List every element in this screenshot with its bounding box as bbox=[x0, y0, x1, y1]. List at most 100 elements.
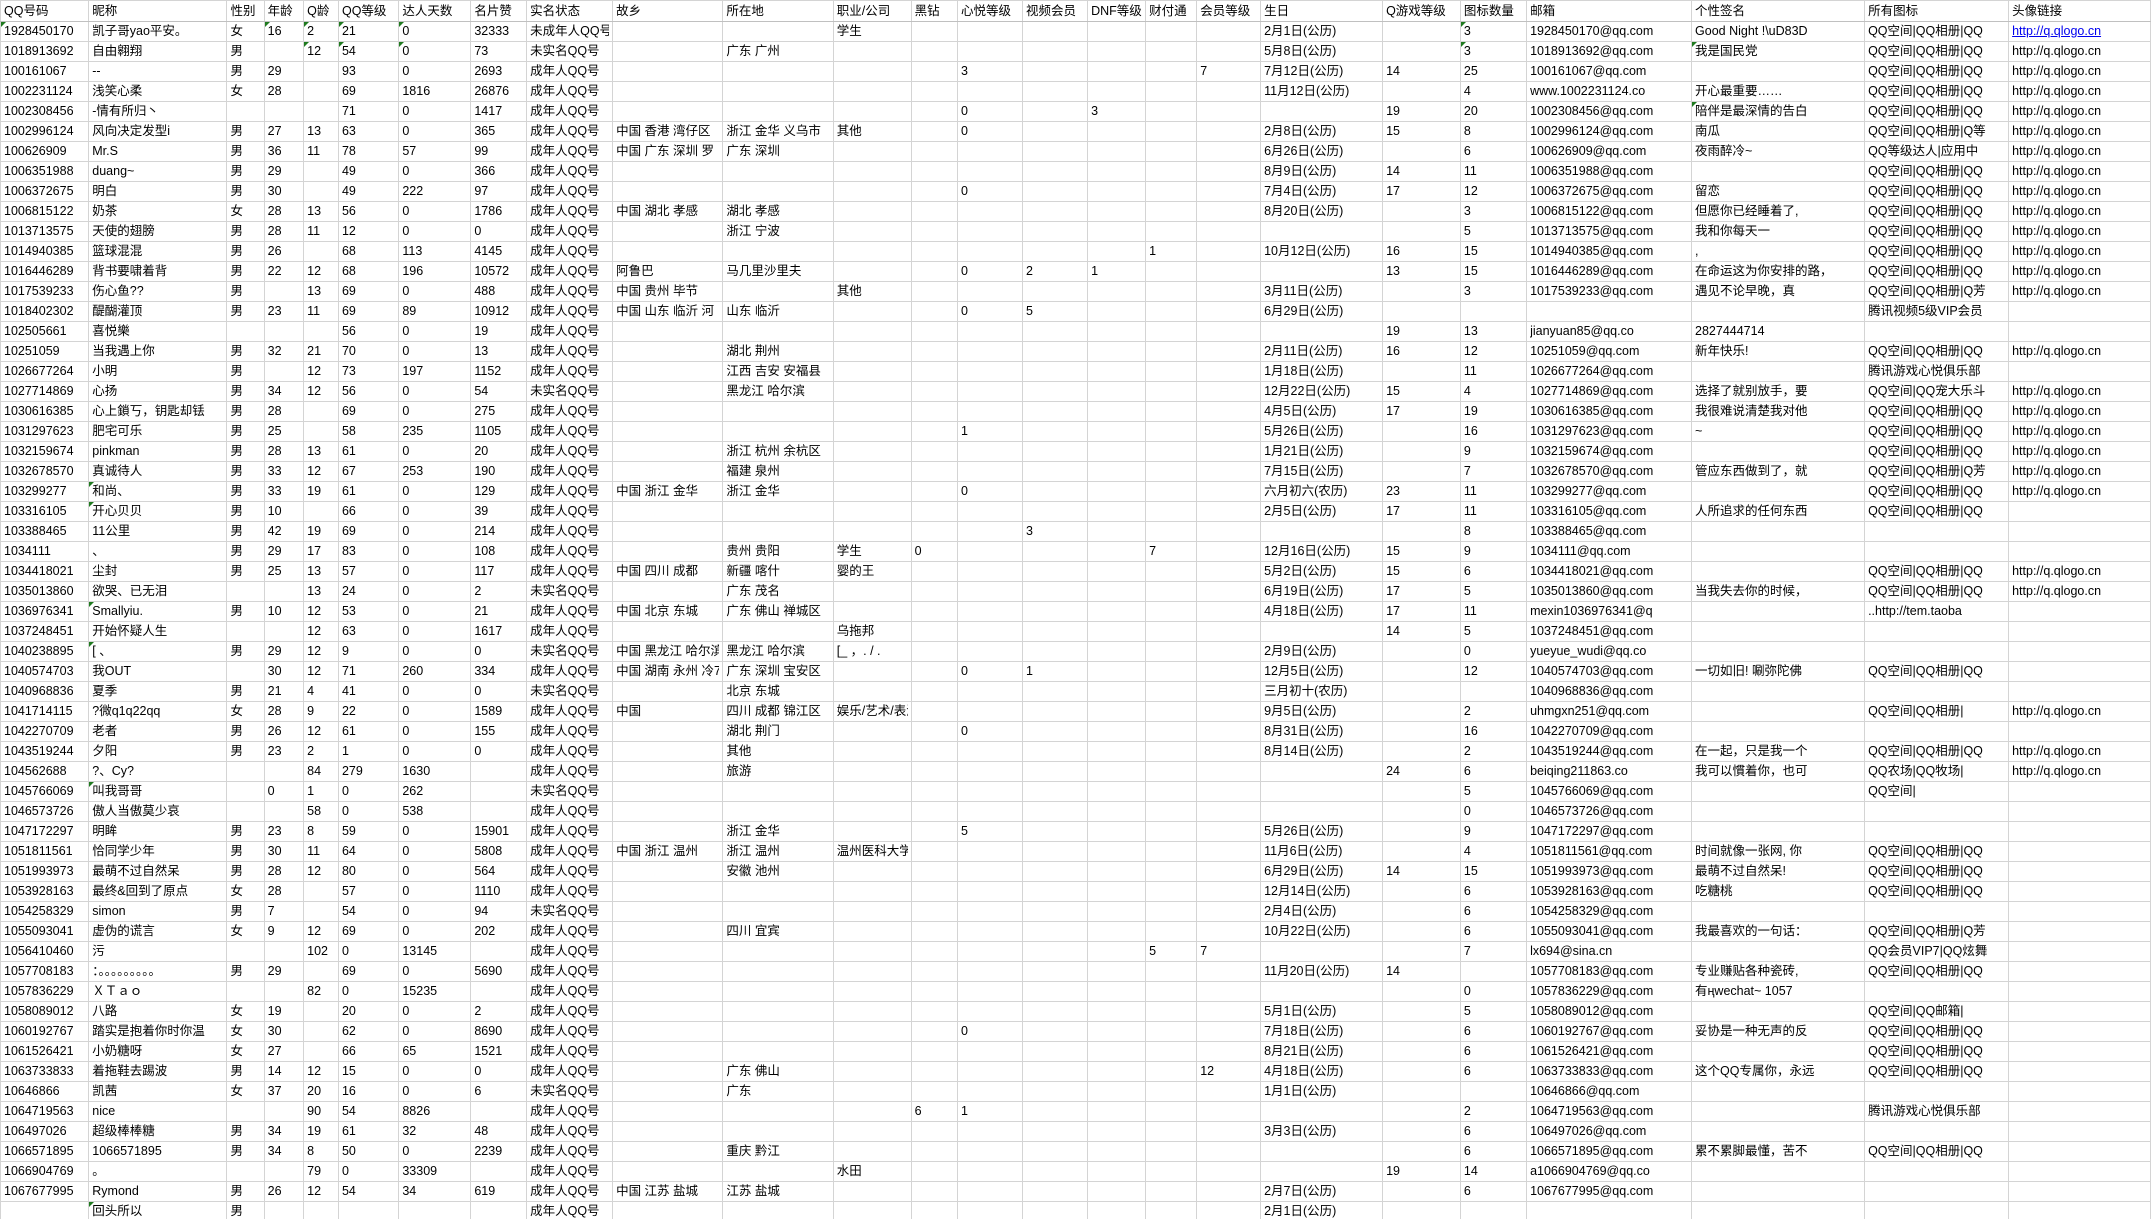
cell-allicons[interactable]: QQ空间|QQ相册|QQ bbox=[1864, 561, 2010, 582]
cell-avatar[interactable]: http://q.qlogo.cn bbox=[2008, 701, 2151, 722]
cell-location[interactable] bbox=[722, 241, 834, 262]
cell-qage[interactable]: 82 bbox=[303, 981, 339, 1002]
cell-realname[interactable]: 成年人QQ号 bbox=[526, 101, 614, 122]
cell-job[interactable]: 乌拖邦 bbox=[832, 621, 912, 642]
cell-cardlike[interactable]: 1105 bbox=[470, 421, 528, 442]
cell-heizuan[interactable] bbox=[910, 441, 959, 462]
cell-darenday[interactable]: 0 bbox=[398, 921, 472, 942]
cell-avatar[interactable] bbox=[2008, 881, 2151, 902]
cell-allicons[interactable]: QQ空间|QQ邮箱| bbox=[1864, 1001, 2010, 1022]
cell-job[interactable] bbox=[832, 521, 912, 542]
cell-email[interactable] bbox=[1526, 301, 1693, 322]
cell-qage[interactable]: 12 bbox=[303, 381, 339, 402]
cell-birthday[interactable]: 2月9日(公历) bbox=[1260, 641, 1384, 662]
cell-qage[interactable]: 12 bbox=[303, 861, 339, 882]
table-row[interactable]: 103316105 开心贝贝男 10 66 0 39 成年人QQ号 2月5日(公历) 17 11 1… bbox=[0, 501, 2151, 522]
cell-email[interactable]: 1017539233@qq.com bbox=[1526, 281, 1693, 302]
cell-videovip[interactable] bbox=[1022, 541, 1089, 562]
cell-job[interactable] bbox=[832, 1021, 912, 1042]
cell-caifutong[interactable] bbox=[1145, 1161, 1198, 1182]
cell-gender[interactable]: 男 bbox=[226, 1141, 265, 1162]
cell-sign[interactable] bbox=[1691, 781, 1866, 802]
cell-qq[interactable]: 1056410460 bbox=[0, 941, 90, 962]
cell-hometown[interactable] bbox=[612, 1001, 724, 1022]
cell-darenday[interactable]: 0 bbox=[398, 961, 472, 982]
cell-dnf[interactable] bbox=[1087, 1001, 1147, 1022]
cell-vip[interactable] bbox=[1196, 701, 1262, 722]
cell-dnf[interactable] bbox=[1087, 481, 1147, 502]
cell-realname[interactable]: 成年人QQ号 bbox=[526, 541, 614, 562]
cell-email[interactable]: 1006815122@qq.com bbox=[1526, 201, 1693, 222]
cell-qlevel[interactable]: 57 bbox=[337, 881, 400, 902]
cell-vip[interactable] bbox=[1196, 961, 1262, 982]
cell-realname[interactable]: 成年人QQ号 bbox=[526, 521, 614, 542]
cell-location[interactable]: 浙江 金华 bbox=[722, 481, 834, 502]
cell-iconcount[interactable]: 5 bbox=[1459, 221, 1528, 242]
cell-birthday[interactable]: 5月8日(公历) bbox=[1260, 41, 1384, 62]
cell-videovip[interactable] bbox=[1022, 341, 1089, 362]
cell-qgame[interactable] bbox=[1382, 221, 1461, 242]
cell-cardlike[interactable]: 0 bbox=[470, 681, 528, 702]
cell-heizuan[interactable]: 6 bbox=[910, 1101, 959, 1122]
cell-location[interactable] bbox=[722, 181, 834, 202]
cell-cardlike[interactable]: 334 bbox=[470, 661, 528, 682]
cell-qgame[interactable] bbox=[1382, 521, 1461, 542]
cell-avatar[interactable] bbox=[2008, 301, 2151, 322]
cell-dnf[interactable] bbox=[1087, 521, 1147, 542]
cell-qq[interactable]: 1040574703 bbox=[0, 661, 90, 682]
cell-job[interactable] bbox=[832, 81, 912, 102]
cell-birthday[interactable] bbox=[1260, 1101, 1384, 1122]
cell-heizuan[interactable] bbox=[910, 41, 959, 62]
cell-qage[interactable]: 19 bbox=[303, 521, 339, 542]
cell-vip[interactable] bbox=[1196, 1101, 1262, 1122]
cell-darenday[interactable]: 0 bbox=[398, 1021, 472, 1042]
table-row[interactable]: 1046573726 傲人当傲莫少哀 58 0 538 成年人QQ号 0 1046573726… bbox=[0, 801, 2151, 822]
cell-qgame[interactable]: 17 bbox=[1382, 581, 1461, 602]
cell-dnf[interactable] bbox=[1087, 1041, 1147, 1062]
cell-qq[interactable]: 1040968836 bbox=[0, 681, 90, 702]
cell-hometown[interactable] bbox=[612, 761, 724, 782]
cell-birthday[interactable] bbox=[1260, 1141, 1384, 1162]
cell-birthday[interactable]: 7月4日(公历) bbox=[1260, 181, 1384, 202]
cell-sign[interactable] bbox=[1691, 361, 1866, 382]
cell-email[interactable]: 103299277@qq.com bbox=[1526, 481, 1693, 502]
cell-darenday[interactable]: 0 bbox=[398, 1141, 472, 1162]
cell-avatar[interactable]: http://q.qlogo.cn bbox=[2008, 761, 2151, 782]
cell-birthday[interactable]: 3月11日(公历) bbox=[1260, 281, 1384, 302]
cell-sign[interactable] bbox=[1691, 441, 1866, 462]
cell-iconcount[interactable]: 15 bbox=[1459, 241, 1528, 262]
cell-email[interactable]: 1045766069@qq.com bbox=[1526, 781, 1693, 802]
cell-hometown[interactable] bbox=[612, 681, 724, 702]
cell-xinyue[interactable] bbox=[957, 801, 1024, 822]
cell-hometown[interactable] bbox=[612, 81, 724, 102]
cell-vip[interactable] bbox=[1196, 921, 1262, 942]
cell-avatar[interactable] bbox=[2008, 961, 2151, 982]
cell-avatar[interactable] bbox=[2008, 901, 2151, 922]
cell-cardlike[interactable]: 366 bbox=[470, 161, 528, 182]
cell-darenday[interactable]: 260 bbox=[398, 661, 472, 682]
table-row[interactable]: 1006815122 奶茶女 28 13 56 0 1786 成年人QQ号 中国 湖北 孝感 湖北… bbox=[0, 201, 2151, 222]
cell-nick[interactable]: 回头所以 bbox=[88, 1201, 228, 1219]
cell-xinyue[interactable] bbox=[957, 681, 1024, 702]
cell-location[interactable] bbox=[722, 281, 834, 302]
cell-qage[interactable]: 12 bbox=[303, 601, 339, 622]
cell-dnf[interactable] bbox=[1087, 661, 1147, 682]
cell-avatar[interactable] bbox=[2008, 1021, 2151, 1042]
cell-qgame[interactable] bbox=[1382, 841, 1461, 862]
cell-avatar[interactable] bbox=[2008, 1161, 2151, 1182]
cell-nick[interactable]: 着拖鞋去踢波 bbox=[88, 1061, 228, 1082]
cell-vip[interactable] bbox=[1196, 321, 1262, 342]
cell-cardlike[interactable]: 15901 bbox=[470, 821, 528, 842]
cell-qage[interactable]: 12 bbox=[303, 921, 339, 942]
cell-email[interactable]: 1046573726@qq.com bbox=[1526, 801, 1693, 822]
cell-darenday[interactable]: 89 bbox=[398, 301, 472, 322]
cell-qq[interactable]: 1047172297 bbox=[0, 821, 90, 842]
cell-nick[interactable]: nice bbox=[88, 1101, 228, 1122]
cell-birthday[interactable]: 12月5日(公历) bbox=[1260, 661, 1384, 682]
cell-qq[interactable]: 1013713575 bbox=[0, 221, 90, 242]
cell-realname[interactable]: 未实名QQ号 bbox=[526, 901, 614, 922]
cell-xinyue[interactable] bbox=[957, 1061, 1024, 1082]
cell-iconcount[interactable]: 9 bbox=[1459, 821, 1528, 842]
cell-cardlike[interactable]: 190 bbox=[470, 461, 528, 482]
cell-cardlike[interactable] bbox=[470, 1101, 528, 1122]
